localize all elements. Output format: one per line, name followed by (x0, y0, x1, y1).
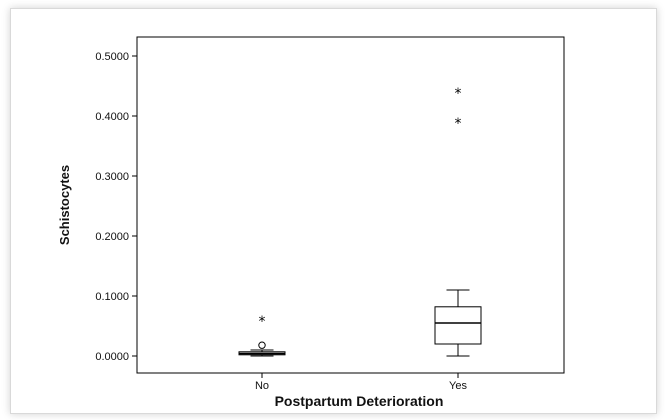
y-tick-label-0: 0.0000 (95, 351, 129, 363)
x-tick-label-no: No (255, 380, 269, 392)
y-tick-label-2: 0.2000 (95, 231, 129, 243)
plot-area (136, 36, 565, 374)
x-axis-title: Postpartum Deterioration (275, 393, 444, 409)
y-axis: 0.0000 0.1000 0.2000 0.3000 0.4000 0.5000 (95, 51, 137, 363)
y-axis-title: Schistocytes (57, 165, 72, 245)
x-axis: No Yes (255, 373, 467, 392)
box-no: * (238, 314, 286, 357)
iqr-box-yes (434, 306, 482, 345)
outlier-no-0 (258, 341, 266, 349)
extreme-yes-1: * (455, 86, 462, 102)
boxes-group: *** (238, 86, 482, 357)
y-tick-label-4: 0.4000 (95, 111, 129, 123)
y-tick-label-5: 0.5000 (95, 51, 129, 63)
extreme-yes-0: * (455, 116, 462, 132)
extreme-no-0: * (259, 314, 266, 330)
x-tick-label-yes: Yes (449, 380, 467, 392)
y-tick-label-1: 0.1000 (95, 291, 129, 303)
y-tick-label-3: 0.3000 (95, 171, 129, 183)
chart-frame (10, 8, 657, 414)
box-yes: ** (434, 86, 482, 357)
